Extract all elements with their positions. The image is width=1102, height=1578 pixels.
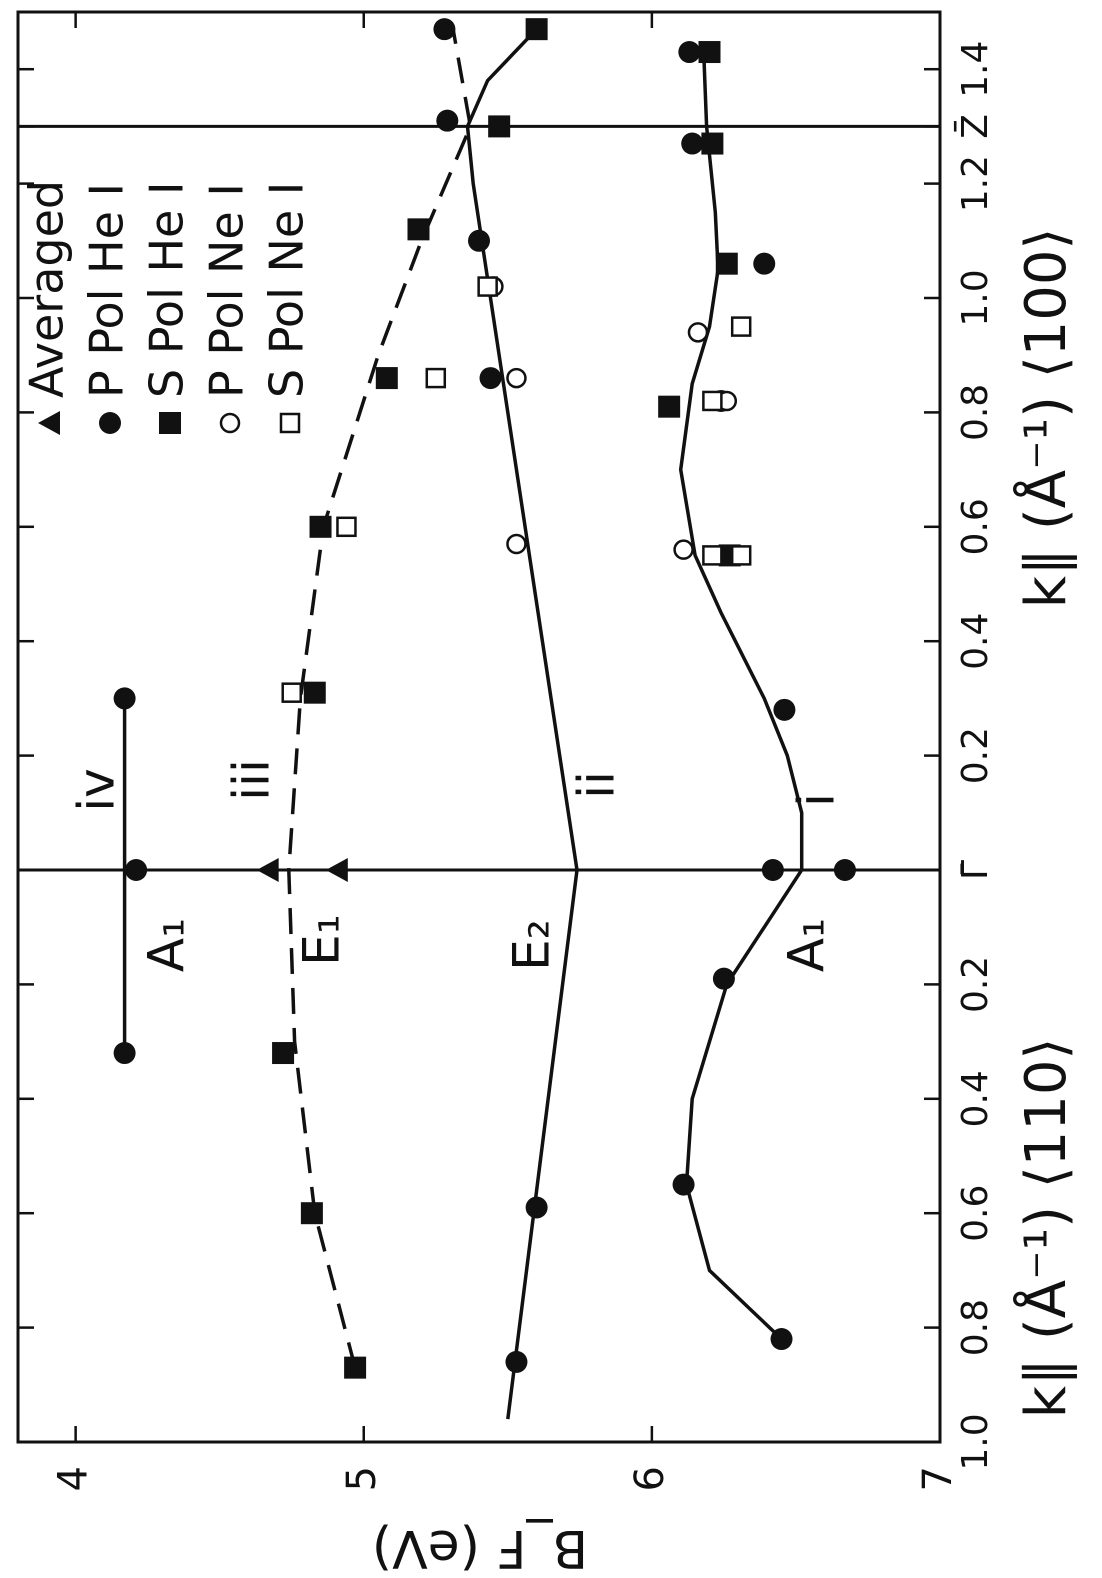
data-point <box>309 515 332 538</box>
x-tick-label: 1.4 <box>955 41 996 98</box>
legend-marker <box>159 412 181 434</box>
data-point <box>325 858 348 882</box>
data-point <box>425 367 447 389</box>
data-point <box>256 858 279 882</box>
data-point <box>753 252 776 275</box>
data-point <box>375 367 398 390</box>
data-point <box>673 539 694 560</box>
data-point <box>407 218 430 241</box>
data-point <box>698 41 721 64</box>
data-point <box>702 390 723 412</box>
y-tick-label: 5 <box>339 1466 385 1491</box>
x-tick-label: 1.2 <box>955 155 996 212</box>
data-point <box>433 18 456 41</box>
data-point <box>113 687 136 710</box>
x-tick-label: 0.4 <box>955 613 996 670</box>
data-point <box>113 1042 136 1065</box>
annotation: iii <box>223 759 281 801</box>
data-point <box>344 1356 367 1379</box>
data-point <box>468 229 490 252</box>
x-tick-label: Z̄ <box>953 114 996 139</box>
x-tick-label: 0.2 <box>955 727 996 784</box>
legend-label: Averaged <box>20 180 74 398</box>
data-point <box>730 545 752 566</box>
x-tick-label: 0.8 <box>955 384 996 441</box>
data-point <box>701 132 724 155</box>
band-curve <box>465 27 579 1420</box>
x-axis-label: k∥ (Å⁻¹) ⟨110⟩ <box>1013 1038 1079 1419</box>
data-point <box>770 1328 793 1351</box>
y-tick-label: 4 <box>51 1466 97 1491</box>
data-point <box>125 859 148 881</box>
annotation: i <box>788 793 846 807</box>
data-point <box>730 316 752 337</box>
data-point <box>658 395 681 418</box>
data-point <box>506 533 527 555</box>
data-point <box>678 41 701 64</box>
data-point <box>681 132 704 155</box>
legend-label: P Pol He I <box>80 183 134 398</box>
legend-marker <box>279 412 301 434</box>
data-point <box>715 252 738 275</box>
data-point <box>336 516 357 538</box>
data-point <box>761 859 784 881</box>
legend-label: S Pol Ne I <box>260 182 314 398</box>
legend-label: P Pol Ne I <box>200 183 254 398</box>
data-point <box>687 322 709 343</box>
data-point <box>672 1173 695 1196</box>
annotation: A₁ <box>138 918 196 972</box>
data-point <box>479 367 502 390</box>
annotation: E₁ <box>293 914 351 966</box>
legend-marker <box>99 412 121 434</box>
data-point <box>506 367 527 389</box>
data-point <box>773 698 796 721</box>
data-point <box>712 967 735 990</box>
x-tick-label: 0.6 <box>955 498 996 555</box>
data-point <box>488 115 511 138</box>
data-point <box>702 545 723 566</box>
x-tick-label: Γ̄ <box>955 860 996 880</box>
band-curve <box>678 51 804 1341</box>
annotation: ii <box>568 771 626 799</box>
data-point <box>833 859 856 881</box>
rotated-figure: 1.0 0.8 0.6 0.4 0.2 Γ̄ 0.2 0.4 0.6 0.8 1.0 1.2 Z̄ 1.4… <box>16 10 1079 1578</box>
legend-label: S Pol He I <box>140 181 194 398</box>
y-tick-label: 7 <box>915 1466 961 1491</box>
x-axis-label: k∥ (Å⁻¹) ⟨100⟩ <box>1013 228 1079 609</box>
x-tick-label: 0.8 <box>955 1299 996 1356</box>
legend-marker <box>38 411 60 435</box>
annotation: A₁ <box>778 918 836 972</box>
band-curve <box>287 28 473 1369</box>
annotation: iv <box>68 768 126 811</box>
data-point <box>303 681 326 704</box>
data-point <box>525 18 548 41</box>
data-point <box>477 276 498 297</box>
annotation: E₂ <box>503 919 561 971</box>
data-point <box>281 682 302 703</box>
plot-frame <box>16 10 942 1444</box>
data-point <box>300 1202 323 1225</box>
x-tick-label: 0.4 <box>955 1070 996 1127</box>
y-axis-label: B_F (eV) <box>372 1518 588 1578</box>
data-point <box>436 109 459 132</box>
x-tick-label: 1.0 <box>955 269 996 326</box>
legend-marker <box>219 412 241 434</box>
data-point <box>272 1042 295 1065</box>
data-point <box>525 1196 548 1219</box>
x-tick-label: 0.2 <box>955 956 996 1013</box>
data-point <box>505 1350 528 1373</box>
x-tick-label: 1.0 <box>955 1413 996 1470</box>
x-tick-label: 0.6 <box>955 1185 996 1242</box>
y-tick-label: 6 <box>627 1466 673 1491</box>
